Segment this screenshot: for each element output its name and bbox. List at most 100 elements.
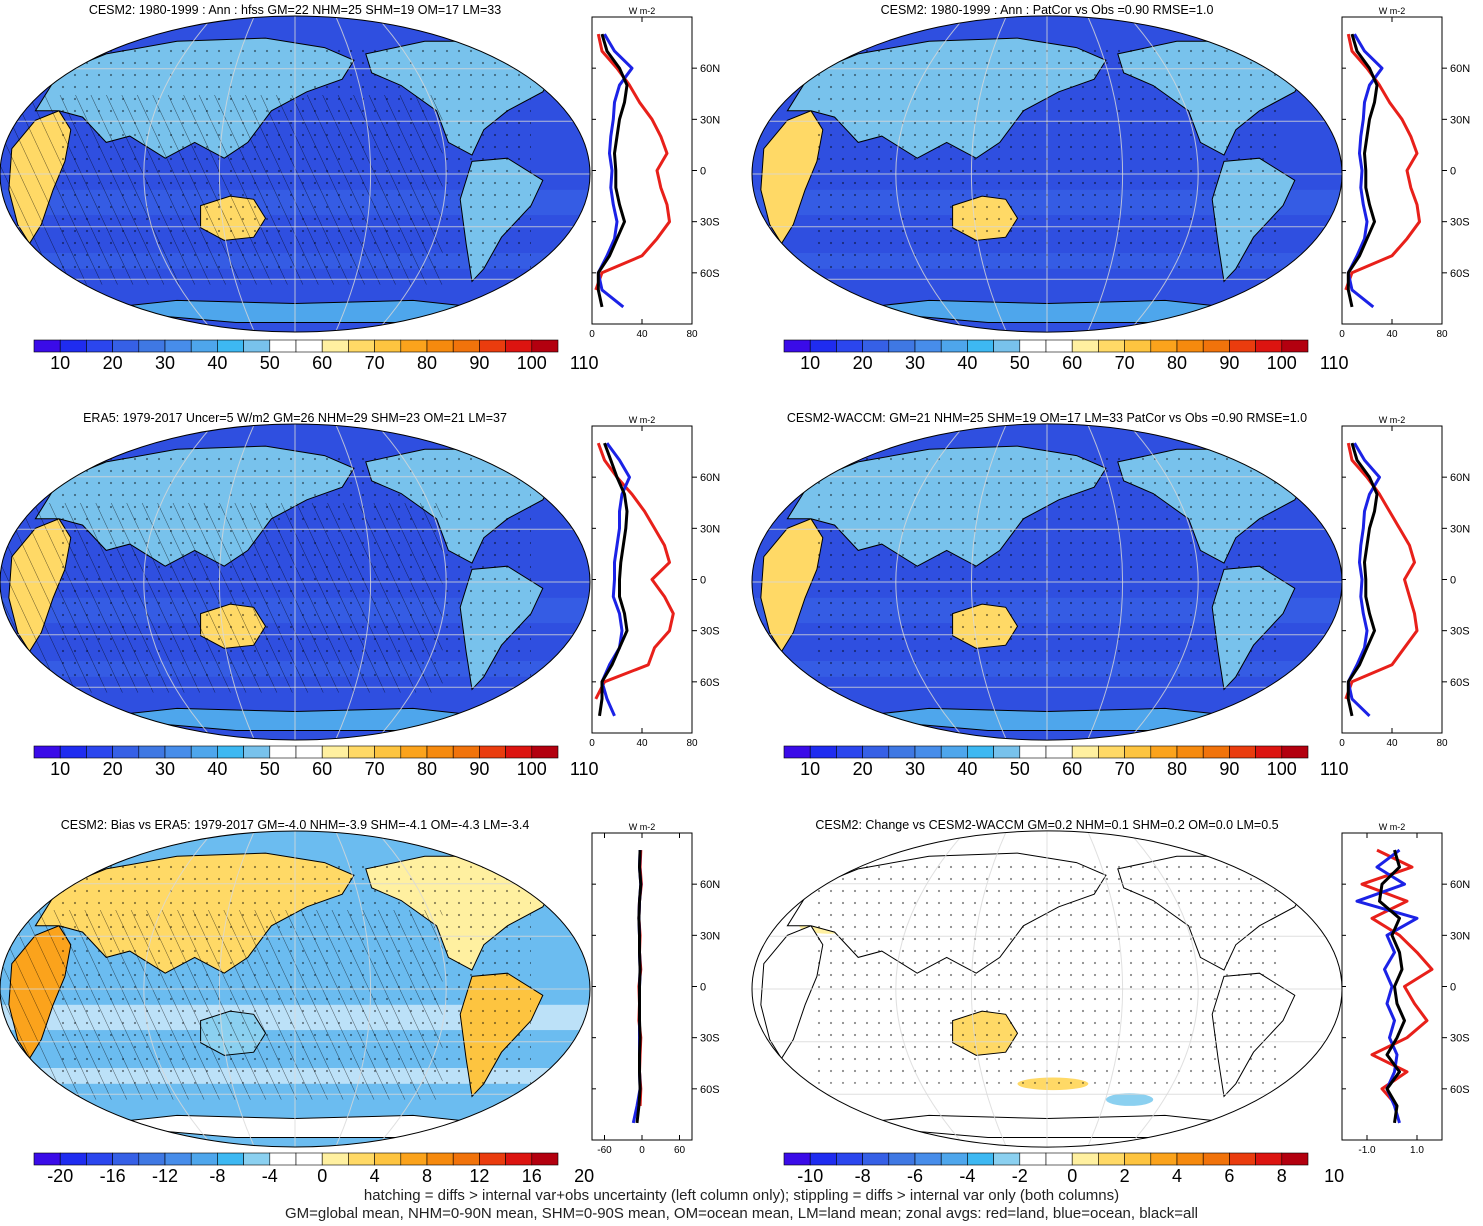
continent <box>1294 846 1337 883</box>
colorbar-swatch <box>348 1152 375 1166</box>
colorbar-tick-label: -4 <box>959 1166 975 1186</box>
colorbar-tick-label: 50 <box>1010 759 1030 779</box>
colorbar-swatch <box>321 339 349 353</box>
colorbar-swatch <box>112 1152 140 1166</box>
colorbar-tick-label: 70 <box>1115 353 1135 373</box>
colorbar-tick-label: -6 <box>907 1166 923 1186</box>
colorbar-tick-label: 90 <box>469 353 489 373</box>
colorbar-tick-label: 10 <box>50 353 70 373</box>
colorbar-swatch <box>809 1152 837 1166</box>
colorbar-swatch <box>783 745 811 759</box>
colorbar-tick-label: 2 <box>1120 1166 1130 1186</box>
colorbar-swatch <box>1281 1152 1309 1166</box>
graticule-lon <box>895 830 967 1148</box>
colorbar-swatch <box>809 339 837 353</box>
lat-label: 30S <box>1450 217 1470 229</box>
panel-title: ERA5: 1979-2017 Uncer=5 W/m2 GM=26 NHM=2… <box>83 411 507 425</box>
colorbar-swatch <box>452 339 480 353</box>
colorbar-swatch <box>86 745 113 759</box>
colorbar-swatch <box>1098 1152 1125 1166</box>
graticule-lon <box>895 423 967 741</box>
colorbar-swatch <box>164 745 192 759</box>
colorbar-swatch <box>190 339 218 353</box>
colorbar-swatch <box>531 1152 559 1166</box>
colorbar-tick-label: 70 <box>365 353 385 373</box>
colorbar-swatch <box>1202 745 1230 759</box>
colorbar-swatch <box>190 1152 218 1166</box>
colorbar-swatch <box>138 1152 166 1166</box>
colorbar-tick-label: 8 <box>1277 1166 1287 1186</box>
colorbar-tick-label: 50 <box>1010 353 1030 373</box>
colorbar-tick-label: 100 <box>517 759 547 779</box>
zonal-profile: 60N 30N 0 30S 60S 0 40 80 W m-2 <box>1339 415 1470 749</box>
lat-label: 30S <box>700 626 720 638</box>
colorbar-swatch <box>1124 745 1152 759</box>
graticule-lon <box>1127 15 1199 333</box>
graticule-lon <box>1127 423 1199 741</box>
panel-cesm2-mean: CESM2: 1980-1999 : Ann : hfss GM=22 NHM=… <box>0 3 720 373</box>
colorbar-swatch <box>862 1152 890 1166</box>
graticule-lon <box>335 16 371 332</box>
colorbar-swatch <box>243 339 271 353</box>
profile-unit: W m-2 <box>1379 822 1406 832</box>
colorbar-swatch <box>914 745 942 759</box>
footer-means-note: GM=global mean, NHM=0-90N mean, SHM=0-90… <box>284 1205 1198 1222</box>
graticule-lon <box>1127 830 1199 1148</box>
colorbar-tick-label: 80 <box>417 759 437 779</box>
colorbar-tick-label: -8 <box>855 1166 871 1186</box>
map-border <box>0 830 591 1148</box>
colorbar-tick-label: 20 <box>853 759 873 779</box>
profile-unit: W m-2 <box>1379 415 1406 425</box>
colorbar-tick-label: 50 <box>260 353 280 373</box>
lat-label: 60S <box>1450 1084 1470 1096</box>
colorbar-tick-label: 90 <box>1219 353 1239 373</box>
colorbar-tick-label: 8 <box>422 1166 432 1186</box>
colorbar-swatch <box>888 745 916 759</box>
x-tick-label: 80 <box>686 738 698 749</box>
map-era5 <box>0 424 590 740</box>
colorbar-swatch <box>426 339 454 353</box>
colorbar-tick-label: 60 <box>1062 759 1082 779</box>
colorbar-swatch <box>836 745 863 759</box>
colorbar-swatch <box>940 1152 968 1166</box>
colorbar-tick-label: 12 <box>469 1166 489 1186</box>
colorbar-tick-label: 16 <box>522 1166 542 1186</box>
colorbar-swatch <box>1176 339 1204 353</box>
colorbar-swatch <box>400 745 428 759</box>
colorbar: -10 -8 -6 -4 -2 0 2 4 6 8 10 <box>783 1152 1344 1186</box>
colorbar-swatch <box>1176 745 1204 759</box>
lat-label: 0 <box>700 575 706 587</box>
colorbar-swatch <box>967 339 994 353</box>
colorbar-swatch <box>33 745 61 759</box>
colorbar: 10 20 30 40 50 60 70 80 90 100 110 <box>783 745 1349 779</box>
colorbar-swatch <box>505 1152 533 1166</box>
lat-label: 60S <box>700 268 720 280</box>
colorbar-swatch <box>295 339 323 353</box>
colorbar-swatch <box>138 339 166 353</box>
profile-frame <box>1341 425 1443 734</box>
graticule-lon <box>219 16 255 332</box>
profile-line-all <box>596 33 629 308</box>
colorbar-swatch <box>1071 339 1099 353</box>
colorbar-swatch <box>1202 1152 1230 1166</box>
colorbar-tick-label: 100 <box>517 353 547 373</box>
colorbar-tick-label: 100 <box>1267 759 1297 779</box>
profile-line-all <box>598 442 629 717</box>
panel-cesm2-patcor: CESM2: 1980-1999 : Ann : PatCor vs Obs =… <box>751 3 1470 373</box>
colorbar-swatch <box>164 1152 192 1166</box>
colorbar-swatch <box>1019 339 1047 353</box>
colorbar-tick-label: 30 <box>155 353 175 373</box>
colorbar-swatch <box>1202 339 1230 353</box>
colorbar-swatch <box>1229 1152 1256 1166</box>
panel-era5: ERA5: 1979-2017 Uncer=5 W/m2 GM=26 NHM=2… <box>0 411 720 779</box>
lat-label: 60S <box>1450 268 1470 280</box>
colorbar-tick-label: 60 <box>312 353 332 373</box>
profile-frame <box>1341 16 1443 325</box>
colorbar-tick-label: 10 <box>800 759 820 779</box>
colorbar-swatch <box>505 745 533 759</box>
colorbar-swatch <box>321 1152 349 1166</box>
colorbar-swatch <box>217 339 244 353</box>
colorbar-swatch <box>400 1152 428 1166</box>
panel-title: CESM2: Bias vs ERA5: 1979-2017 GM=-4.0 N… <box>61 818 530 832</box>
